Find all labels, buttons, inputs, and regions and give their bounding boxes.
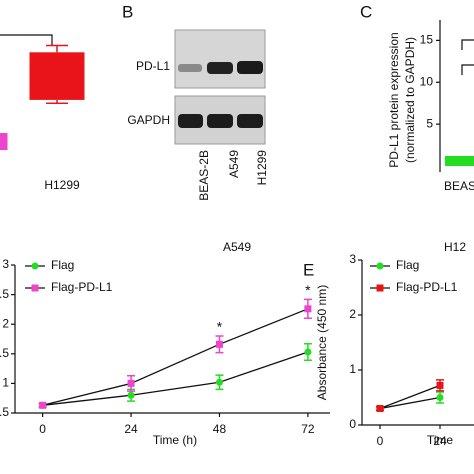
legend-label: Flag	[51, 258, 74, 272]
significance-bracket	[461, 39, 474, 75]
marker	[436, 381, 444, 389]
marker	[376, 405, 384, 412]
panel-label: C	[360, 2, 372, 21]
band	[237, 61, 263, 74]
marker	[127, 379, 135, 387]
band	[178, 114, 203, 128]
x-tick-label: 0	[39, 422, 46, 436]
chart-title: H12	[444, 240, 466, 254]
marker	[215, 378, 223, 386]
legend-marker	[31, 284, 39, 292]
chart-title: A549	[223, 240, 251, 254]
marker	[215, 340, 223, 348]
box	[29, 52, 85, 100]
marker	[436, 394, 444, 401]
annotation: *	[305, 282, 311, 298]
band	[237, 114, 263, 128]
blot-row-label: PD-L1	[136, 59, 170, 73]
legend-marker	[376, 262, 384, 270]
box	[0, 133, 8, 151]
legend-label: Flag-PD-L1	[51, 280, 113, 294]
x-tick-label: 24	[433, 434, 447, 448]
y-axis-label: Absorbance (450 nm)	[315, 285, 329, 400]
x-tick-label: 72	[301, 422, 315, 436]
series-line	[379, 384, 441, 410]
y-axis-label: (normalized to GAPDH)	[403, 37, 417, 163]
legend-marker	[376, 284, 384, 292]
marker	[39, 401, 47, 409]
panel-label: B	[122, 2, 133, 21]
x-tick-label: 24	[124, 422, 138, 436]
blot-image	[174, 29, 266, 89]
y-tick-label: 2.5	[0, 287, 9, 301]
legend-label: Flag-PD-L1	[396, 280, 458, 294]
series-line	[379, 396, 441, 410]
blot-lane-label: A549	[227, 150, 241, 178]
series-line	[42, 308, 309, 406]
panel-label: E	[303, 260, 314, 279]
x-axis-label: Time (h)	[153, 433, 197, 447]
blot-row-label: GAPDH	[127, 113, 170, 127]
y-axis-label: PD-L1 protein expression	[387, 32, 401, 167]
marker	[127, 391, 135, 399]
legend-label: Flag	[396, 258, 419, 272]
band	[207, 62, 233, 74]
legend-marker	[31, 262, 39, 270]
x-axis-label: Time	[427, 433, 454, 447]
y-tick-label: 3	[349, 252, 356, 266]
band	[178, 64, 202, 72]
y-tick-label: 0.5	[0, 405, 9, 419]
significance-bracket	[0, 34, 53, 45]
x-tick-label: BEAS	[444, 179, 474, 193]
y-tick-label: 1	[349, 362, 356, 376]
x-tick-label: 0	[377, 434, 384, 448]
x-tick-label: 48	[213, 422, 227, 436]
blot-lane-label: BEAS-2B	[197, 150, 211, 201]
y-tick-label: 0	[349, 417, 356, 431]
bar	[445, 155, 474, 166]
y-tick-label: 3	[2, 257, 9, 271]
annotation: *	[217, 319, 223, 335]
x-tick-label: H1299	[44, 178, 80, 192]
y-tick-label: 2	[2, 316, 9, 330]
y-tick-label: 5	[426, 116, 433, 130]
series-line	[42, 351, 309, 406]
marker	[304, 348, 312, 356]
blot-lane-label: H1299	[255, 150, 269, 186]
y-tick-label: 1	[2, 376, 9, 390]
marker	[304, 305, 312, 313]
band	[207, 114, 233, 128]
y-tick-label: 15	[420, 33, 434, 47]
y-tick-label: 1.5	[0, 346, 9, 360]
y-tick-label: 10	[420, 74, 434, 88]
y-tick-label: 2	[349, 307, 356, 321]
